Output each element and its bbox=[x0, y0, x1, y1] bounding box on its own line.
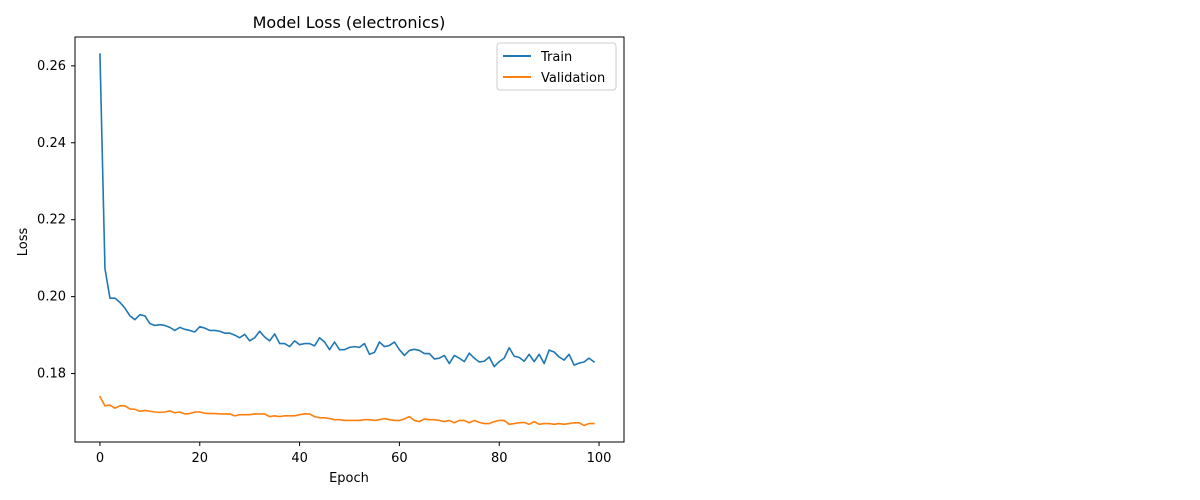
y-tick-label: 0.24 bbox=[37, 136, 66, 151]
x-axis-ticks: 0 20 40 60 80 100 bbox=[96, 442, 612, 466]
axes-frame bbox=[74, 36, 625, 443]
x-tick-label: 80 bbox=[491, 451, 508, 466]
y-tick-label: 0.20 bbox=[37, 290, 66, 305]
series-line-train bbox=[99, 53, 595, 368]
x-tick-label: 20 bbox=[191, 451, 208, 466]
y-axis-ticks: 0.18 0.20 0.22 0.24 0.26 bbox=[37, 59, 75, 382]
plot-area bbox=[74, 36, 625, 443]
series-line-validation bbox=[99, 395, 595, 427]
legend-label-train: Train bbox=[540, 50, 572, 65]
legend-label-validation: Validation bbox=[541, 71, 605, 86]
y-tick-label: 0.22 bbox=[37, 213, 66, 228]
x-tick-label: 40 bbox=[291, 451, 308, 466]
legend-frame bbox=[496, 42, 617, 91]
y-axis-label: Loss bbox=[16, 228, 31, 257]
x-tick-label: 0 bbox=[96, 451, 104, 466]
y-tick-label: 0.18 bbox=[37, 367, 66, 382]
chart-title: Model Loss (electronics) bbox=[253, 13, 446, 32]
x-tick-label: 60 bbox=[391, 451, 408, 466]
legend: Train Validation bbox=[496, 42, 617, 91]
x-axis-label: Epoch bbox=[329, 471, 369, 486]
x-tick-label: 100 bbox=[587, 451, 612, 466]
y-tick-label: 0.26 bbox=[37, 59, 66, 74]
series-layer bbox=[99, 53, 595, 427]
